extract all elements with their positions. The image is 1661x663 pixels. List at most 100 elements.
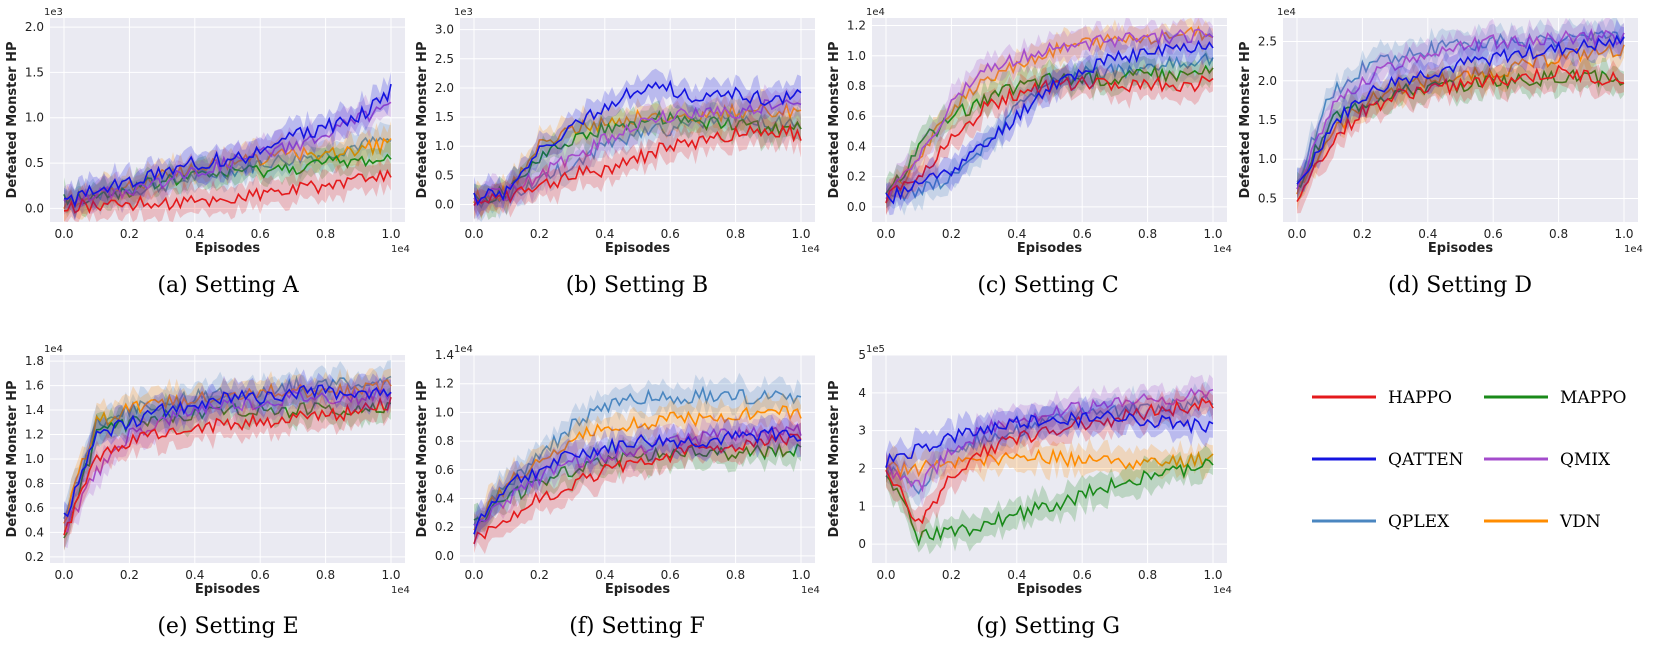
series-line-mappo bbox=[63, 401, 392, 539]
panel-caption: (f) Setting F bbox=[569, 614, 705, 639]
series-line-happo bbox=[63, 169, 392, 214]
y-tick-label: 3.0 bbox=[435, 23, 454, 37]
panel-caption: (c) Setting C bbox=[977, 273, 1118, 298]
y-tick-label: 1.0 bbox=[25, 452, 44, 466]
y-exponent: 1e4 bbox=[44, 344, 63, 355]
panel-caption: (d) Setting D bbox=[1388, 273, 1532, 298]
series-line-mappo bbox=[63, 153, 392, 208]
y-tick-label: 0.2 bbox=[25, 550, 44, 564]
series-line-qatten bbox=[885, 39, 1214, 205]
series-line-vdn bbox=[1296, 43, 1625, 195]
series-band-mappo bbox=[474, 431, 801, 536]
series-line-qmix bbox=[885, 387, 1214, 493]
series-band-qmix bbox=[886, 18, 1213, 215]
y-exponent: 1e4 bbox=[1277, 7, 1296, 18]
y-axis-label: Defeated Monster HP bbox=[5, 42, 20, 199]
x-tick-label: 0.6 bbox=[1073, 227, 1092, 241]
x-tick-label: 0.0 bbox=[1287, 227, 1306, 241]
chart-panel-e: 0.2 0.4 0.6 0.8 1.0 1.2 1.4 1.6 1.8 0.0 0.2 0.4 0.6 0… bbox=[5, 344, 410, 639]
chart-panel-g: 0 1 2 3 4 5 0.0 0.2 0.4 0.6 0.8 1.0 1e5 1e4 Episodes De… bbox=[827, 344, 1232, 639]
series-line-qatten bbox=[63, 384, 392, 518]
series-band-vdn bbox=[886, 18, 1213, 215]
chart-panel-d: 0.5 1.0 1.5 2.0 2.5 0.0 0.2 0.4 0.6 0.8 1.0 1e4 1e4 E… bbox=[1238, 7, 1643, 298]
chart-panel-b: 0.0 0.5 1.0 1.5 2.0 2.5 3.0 0.0 0.2 0.4 0.6 0.8 1.0 1… bbox=[415, 7, 820, 298]
plot-area bbox=[872, 355, 1227, 563]
legend-label: QATTEN bbox=[1388, 450, 1464, 470]
series-band-qplex bbox=[886, 381, 1213, 507]
y-tick-label: 5 bbox=[858, 348, 866, 362]
y-tick-label: 1.4 bbox=[435, 348, 454, 362]
series-line-qmix bbox=[1296, 28, 1625, 190]
series-line-qatten bbox=[63, 83, 392, 209]
series-band-qplex bbox=[886, 42, 1213, 216]
x-tick-label: 0.2 bbox=[1353, 227, 1372, 241]
series-band-happo bbox=[64, 383, 391, 551]
series-band-happo bbox=[474, 110, 801, 220]
series-line-qatten bbox=[1296, 34, 1625, 185]
y-tick-label: 0.2 bbox=[847, 170, 866, 184]
series-band-happo bbox=[474, 418, 801, 554]
series-band-vdn bbox=[64, 121, 391, 222]
series-line-qatten bbox=[473, 425, 802, 535]
y-exponent: 1e4 bbox=[866, 7, 885, 18]
series-line-qplex bbox=[885, 52, 1214, 202]
y-tick-label: 1.0 bbox=[25, 111, 44, 125]
legend-item-qatten: QATTEN bbox=[1312, 450, 1464, 470]
y-tick-label: 1.5 bbox=[25, 65, 44, 79]
y-tick-label: 1.0 bbox=[1258, 152, 1277, 166]
y-axis-label: Defeated Monster HP bbox=[827, 381, 842, 538]
legend-label: MAPPO bbox=[1560, 388, 1627, 408]
series-line-happo bbox=[63, 396, 392, 536]
legend-label: QMIX bbox=[1560, 450, 1611, 470]
x-tick-label: 1.0 bbox=[1203, 568, 1222, 582]
x-tick-label: 0.0 bbox=[464, 227, 483, 241]
y-axis-label: Defeated Monster HP bbox=[827, 42, 842, 199]
y-tick-label: 2.5 bbox=[435, 52, 454, 66]
y-tick-label: 1 bbox=[858, 499, 866, 513]
series-line-happo bbox=[885, 397, 1214, 525]
y-tick-label: 0.4 bbox=[847, 139, 866, 153]
x-exponent: 1e4 bbox=[1213, 244, 1232, 255]
y-tick-label: 2.0 bbox=[1258, 74, 1277, 88]
series-band-mappo bbox=[886, 445, 1213, 555]
series-band-qatten bbox=[886, 26, 1213, 216]
x-tick-label: 0.6 bbox=[1484, 227, 1503, 241]
series-band-qatten bbox=[1297, 19, 1624, 200]
x-axis-label: Episodes bbox=[195, 582, 260, 597]
x-axis-label: Episodes bbox=[605, 241, 670, 256]
y-tick-label: 1.6 bbox=[25, 379, 44, 393]
y-exponent: 1e4 bbox=[454, 344, 473, 355]
y-axis-label: Defeated Monster HP bbox=[5, 381, 20, 538]
series-band-vdn bbox=[64, 368, 391, 533]
series-line-vdn bbox=[473, 405, 802, 531]
x-axis-label: Episodes bbox=[1017, 241, 1082, 256]
x-exponent: 1e4 bbox=[391, 585, 410, 596]
x-tick-label: 1.0 bbox=[381, 227, 400, 241]
series-line-qplex bbox=[1296, 30, 1625, 183]
y-axis-label: Defeated Monster HP bbox=[415, 42, 430, 199]
plot-area bbox=[460, 355, 815, 563]
y-exponent: 1e3 bbox=[454, 7, 473, 18]
x-tick-label: 0.4 bbox=[1007, 227, 1026, 241]
panel-caption: (e) Setting E bbox=[157, 614, 298, 639]
y-tick-label: 2.0 bbox=[25, 20, 44, 34]
x-tick-label: 0.8 bbox=[316, 227, 335, 241]
legend-label: VDN bbox=[1559, 512, 1601, 532]
series-band-happo bbox=[1297, 48, 1624, 214]
x-tick-label: 0.0 bbox=[54, 568, 73, 582]
series-line-qmix bbox=[885, 28, 1214, 199]
x-exponent: 1e4 bbox=[1624, 244, 1643, 255]
y-tick-label: 0.4 bbox=[25, 525, 44, 539]
x-tick-label: 0.6 bbox=[251, 568, 270, 582]
y-axis-label: Defeated Monster HP bbox=[415, 381, 430, 538]
x-tick-label: 0.8 bbox=[1138, 227, 1157, 241]
x-tick-label: 0.2 bbox=[530, 227, 549, 241]
series-line-vdn bbox=[63, 137, 392, 209]
x-axis-label: Episodes bbox=[605, 582, 670, 597]
y-tick-label: 1.0 bbox=[435, 405, 454, 419]
y-tick-label: 1.0 bbox=[435, 139, 454, 153]
x-tick-label: 0.2 bbox=[120, 227, 139, 241]
series-line-happo bbox=[885, 75, 1214, 204]
series-band-mappo bbox=[1297, 56, 1624, 200]
y-tick-label: 0 bbox=[858, 537, 866, 551]
